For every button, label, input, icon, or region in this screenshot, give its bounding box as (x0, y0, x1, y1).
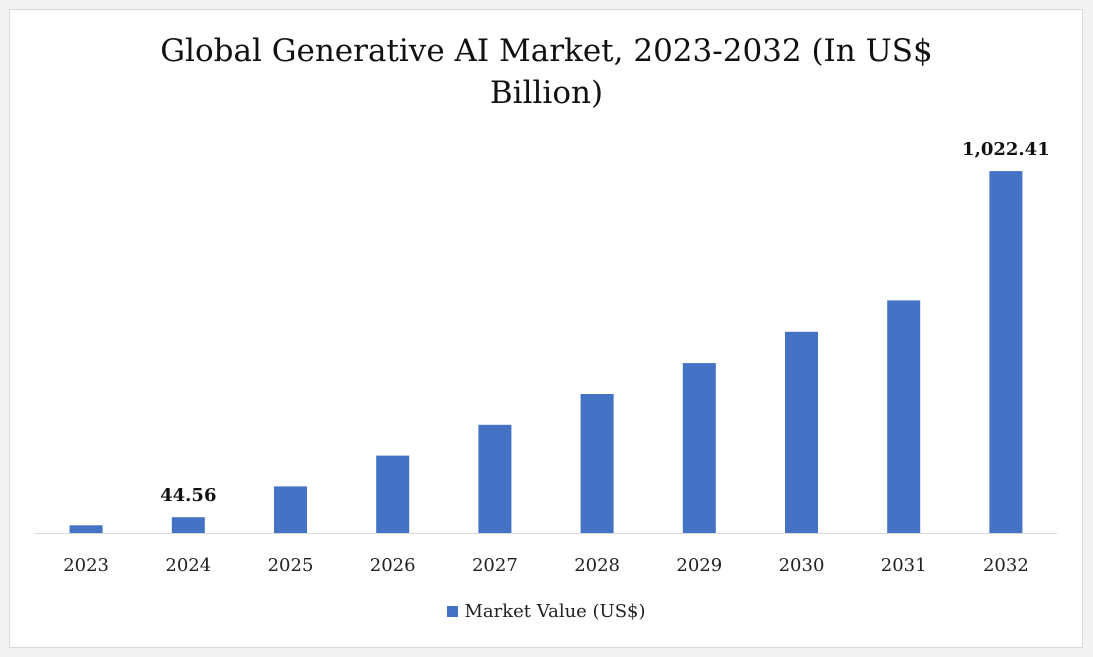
x-tick-labels: 2023 2024 2025 2026 2027 2028 2029 2030 2031 2032 (63, 555, 1029, 576)
bar-2030 (785, 331, 818, 533)
data-label: 1,022.41 (962, 139, 1050, 160)
x-tick-label: 2026 (370, 555, 416, 576)
bar-2032 (989, 171, 1023, 533)
x-tick-label: 2024 (165, 555, 211, 576)
x-tick-label: 2025 (268, 555, 314, 576)
bar-2023 (69, 525, 103, 533)
data-label: 44.56 (160, 485, 216, 506)
chart-title-text: Global Generative AI Market, 2023-2032 (… (160, 33, 933, 111)
legend-swatch (447, 606, 459, 617)
x-tick-label: 2023 (63, 555, 109, 576)
chart-title: Global Generative AI Market, 2023-2032 (… (0, 30, 1093, 114)
x-tick-label: 2029 (676, 555, 722, 576)
data-labels: 44.56 1,022.41 (160, 139, 1050, 506)
bar-2025 (274, 486, 307, 533)
x-tick-label: 2028 (574, 555, 620, 576)
bars-group (69, 171, 1023, 533)
bar-2026 (376, 455, 410, 533)
legend: Market Value (US$) (0, 601, 1093, 622)
bar-2029 (682, 363, 716, 533)
bar-2028 (580, 394, 614, 533)
bar-2024 (171, 517, 205, 533)
x-tick-label: 2032 (983, 555, 1029, 576)
x-tick-label: 2027 (472, 555, 518, 576)
bar-2027 (478, 424, 512, 533)
legend-label: Market Value (US$) (464, 601, 646, 622)
bar-2031 (887, 300, 921, 533)
x-tick-label: 2031 (881, 555, 927, 576)
x-tick-label: 2030 (779, 555, 825, 576)
